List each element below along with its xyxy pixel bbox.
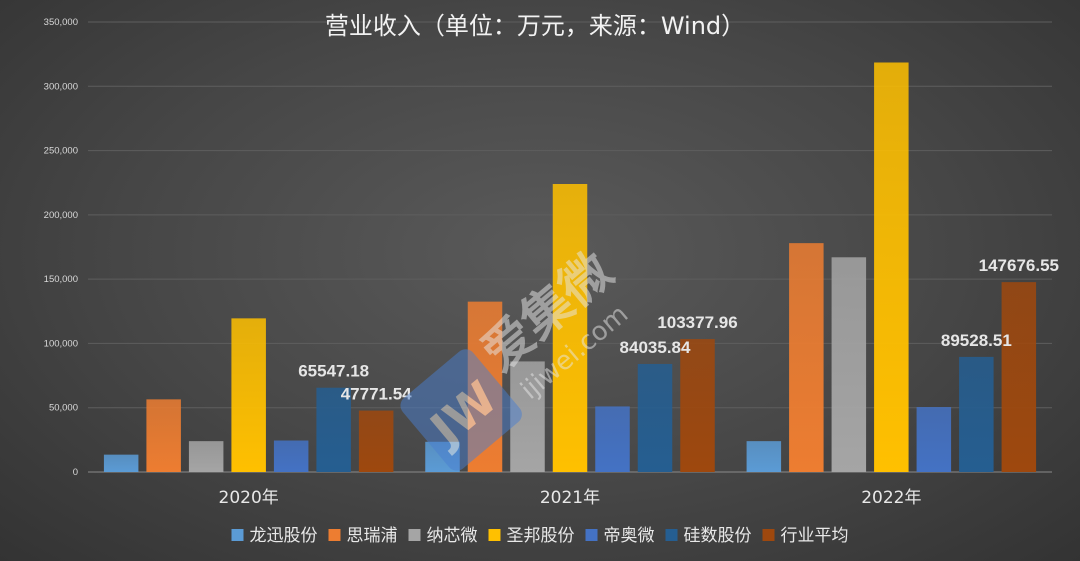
y-tick-label: 300,000	[44, 81, 78, 92]
chart-title: 营业收入（单位：万元，来源：Wind）	[325, 12, 745, 40]
bar	[637, 363, 673, 472]
bar	[746, 441, 782, 472]
x-tick-label: 2020年	[219, 488, 279, 508]
bar	[316, 387, 351, 472]
legend-swatch	[231, 529, 244, 541]
bar	[595, 406, 630, 472]
bar	[916, 407, 952, 472]
legend-swatch	[488, 529, 501, 541]
y-tick-label: 100,000	[44, 338, 78, 349]
bar	[188, 441, 224, 472]
data-label: 47771.54	[341, 385, 412, 404]
x-axis: 2020年 2021年 2022年	[219, 488, 922, 508]
bar	[959, 356, 994, 472]
data-labels: 65547.18 47771.54 84035.84 103377.96 89528.5…	[298, 256, 1059, 403]
y-tick-label: 350,000	[44, 17, 78, 28]
y-tick-label: 0	[73, 467, 78, 478]
legend-swatch	[328, 529, 341, 541]
x-tick-label: 2021年	[540, 488, 600, 508]
bar	[789, 243, 824, 472]
watermark-logo-icon	[400, 349, 522, 471]
bars	[103, 62, 1037, 472]
legend-label: 思瑞浦	[347, 526, 398, 546]
legend-swatch	[408, 529, 421, 541]
y-tick-label: 200,000	[44, 210, 78, 221]
y-tick-label: 50,000	[49, 403, 78, 414]
bar	[273, 440, 309, 472]
bar	[358, 410, 394, 472]
legend-label: 行业平均	[781, 526, 849, 546]
y-tick-label: 250,000	[44, 146, 78, 157]
data-label: 147676.55	[979, 256, 1059, 275]
bar	[231, 318, 266, 472]
legend-label: 帝奥微	[604, 526, 655, 546]
bar	[103, 454, 139, 472]
legend-swatch	[762, 529, 775, 541]
x-tick-label: 2022年	[861, 488, 921, 508]
y-tick-label: 150,000	[44, 274, 78, 285]
legend-label: 圣邦股份	[507, 526, 575, 546]
data-label: 65547.18	[298, 362, 369, 381]
legend-swatch	[585, 529, 598, 541]
y-axis: 0 50,000 100,000 150,000 200,000 250,000 300,0…	[44, 17, 78, 478]
legend: 龙迅股份 思瑞浦 纳芯微 圣邦股份 帝奥微 硅数股份 行业平均	[231, 526, 849, 546]
bar	[874, 62, 909, 472]
bar	[831, 257, 867, 472]
bar	[680, 339, 715, 472]
bar	[1001, 282, 1037, 472]
legend-label: 纳芯微	[427, 526, 478, 546]
data-label: 84035.84	[620, 338, 691, 357]
legend-label: 硅数股份	[684, 526, 752, 546]
legend-label: 龙迅股份	[250, 526, 318, 546]
legend-swatch	[665, 529, 678, 541]
bar	[146, 399, 181, 472]
data-label: 103377.96	[657, 313, 737, 332]
data-label: 89528.51	[941, 331, 1012, 350]
bar	[552, 184, 588, 472]
